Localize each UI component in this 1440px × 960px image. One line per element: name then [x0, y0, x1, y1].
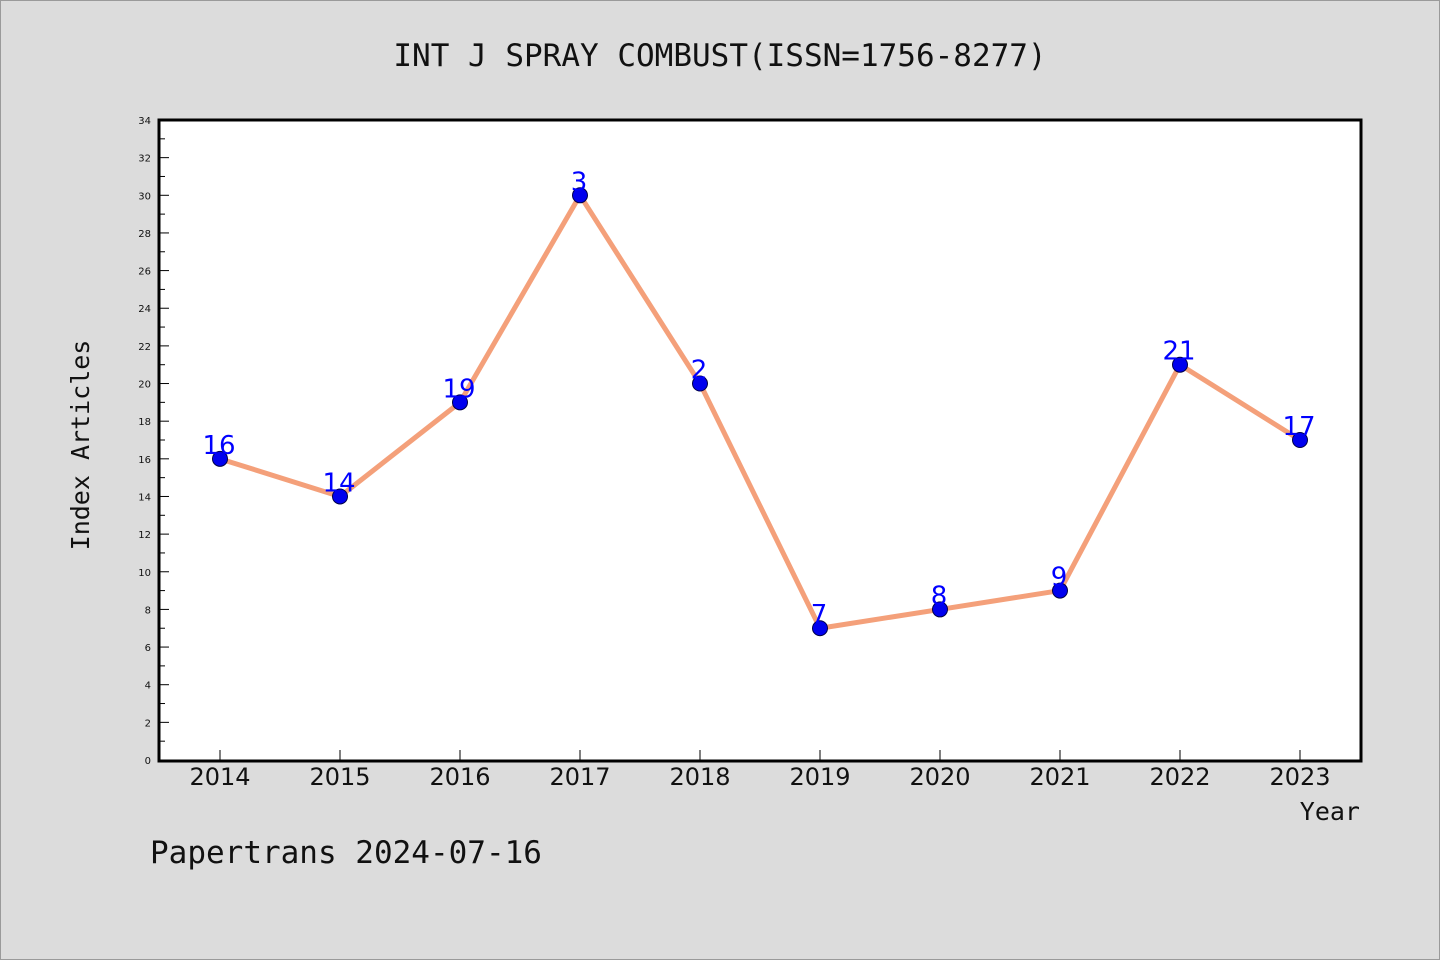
x-tick-label: 2018: [669, 763, 730, 791]
data-label: 21: [1162, 337, 1195, 367]
y-tick-label: 18: [138, 417, 151, 428]
y-tick-label: 8: [145, 605, 151, 616]
x-tick-label: 2020: [909, 763, 970, 791]
x-tick-label: 2021: [1029, 763, 1090, 791]
series-line: [217, 192, 1303, 631]
data-label: 8: [931, 581, 948, 611]
data-point: [1292, 432, 1308, 448]
data-point: [1052, 582, 1068, 599]
data-point: [812, 620, 828, 637]
y-tick-label: 10: [138, 568, 151, 579]
y-tick-label: 0: [145, 756, 151, 767]
x-tick-label: 2019: [789, 763, 850, 791]
y-tick-label: 6: [145, 643, 151, 654]
x-tick-label: 2016: [429, 763, 490, 791]
data-label: 19: [442, 374, 475, 404]
x-tick-label: 2015: [309, 763, 370, 791]
x-tick-label: 2017: [549, 763, 610, 791]
data-label: 16: [202, 431, 235, 461]
x-tick-label: 2023: [1269, 763, 1330, 791]
x-tick-label: 2014: [189, 763, 250, 791]
plot-area: [157, 118, 1363, 763]
data-label: 14: [322, 468, 355, 498]
y-tick-label: 2: [145, 718, 151, 729]
y-tick-label: 16: [138, 455, 151, 466]
data-label: 17: [1282, 412, 1315, 442]
footer-credit: Papertrans 2024-07-16: [150, 835, 542, 871]
y-axis-label: Index Articles: [66, 340, 95, 551]
x-tick-label: 2022: [1149, 763, 1210, 791]
y-tick-label: 30: [138, 191, 151, 202]
data-point: [452, 394, 468, 411]
data-point: [332, 488, 348, 505]
y-tick-label: 4: [145, 681, 151, 692]
y-tick-label: 24: [138, 304, 151, 315]
data-label: 7: [811, 600, 828, 630]
y-tick-label: 20: [138, 380, 151, 391]
y-tick-label: 22: [138, 342, 151, 353]
data-point: [692, 375, 708, 392]
data-point: [212, 450, 228, 467]
chart-title: INT J SPRAY COMBUST(ISSN=1756-8277): [393, 38, 1046, 74]
data-label: 2: [691, 356, 708, 386]
y-tick-label: 12: [138, 530, 151, 541]
y-tick-label: 14: [138, 492, 151, 503]
y-tick-label: 34: [138, 116, 151, 127]
y-tick-label: 32: [138, 154, 151, 165]
x-axis-label: Year: [1300, 797, 1360, 826]
y-tick-label: 26: [138, 267, 151, 278]
data-label: 3: [571, 167, 588, 197]
x-axis: 2014 2015 2016 2017 2018 2019 2020 2021 2022 2023: [189, 750, 1331, 791]
data-point: [1172, 356, 1188, 373]
data-point: [932, 601, 948, 618]
y-tick-label: 28: [138, 229, 151, 240]
data-point: [572, 187, 588, 204]
data-label: 9: [1051, 563, 1068, 593]
series-0: 16 14 19 3 2 7 8 9 21 17: [202, 167, 1316, 637]
